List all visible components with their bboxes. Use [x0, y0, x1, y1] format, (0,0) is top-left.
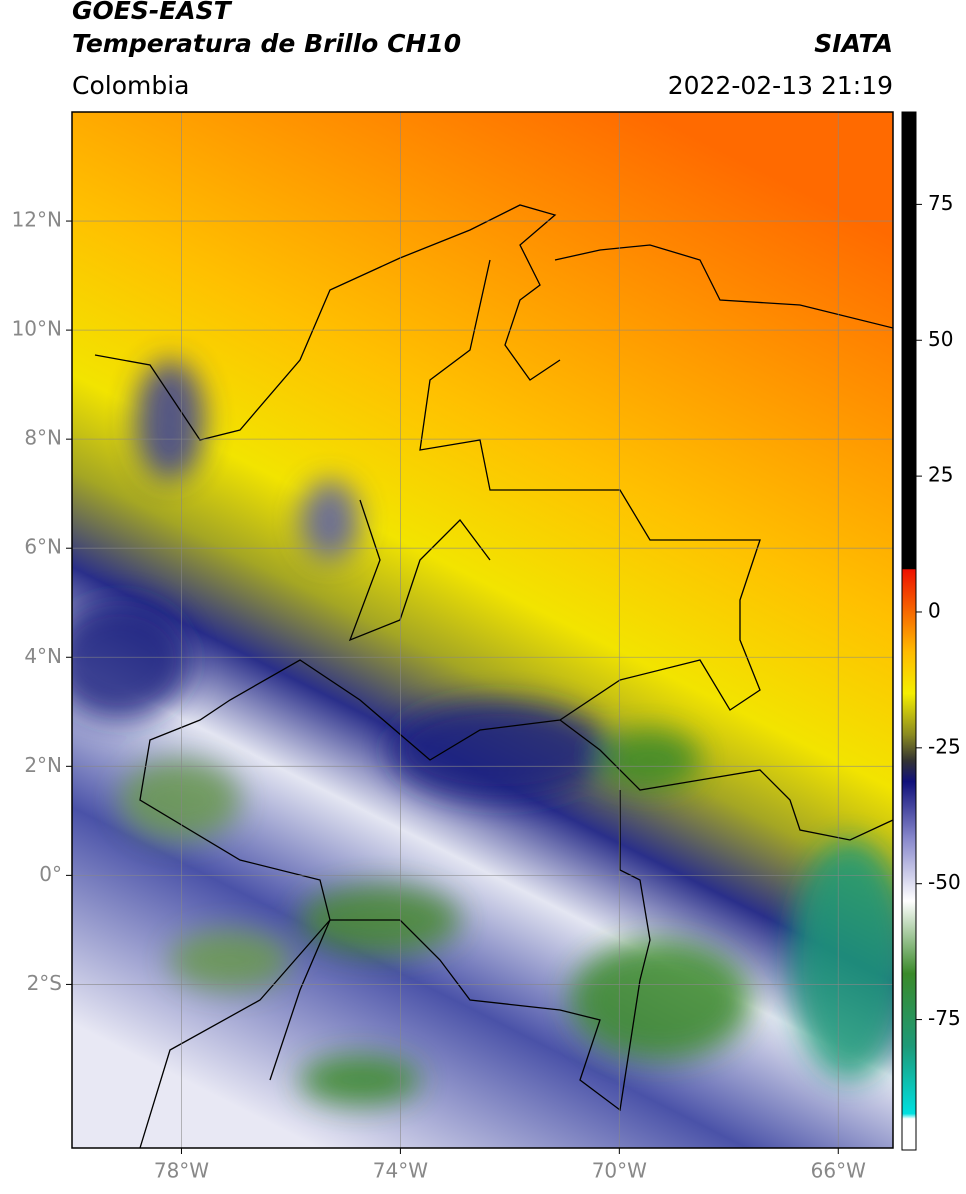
- colorbar-tick-label: 0: [928, 598, 941, 622]
- y-tick-label: 12°N: [12, 208, 62, 232]
- map-frame: [71, 111, 894, 1149]
- borders: [94, 204, 893, 1148]
- region: Colombia: [72, 71, 189, 100]
- y-tick-label: 10°N: [12, 317, 62, 341]
- source: SIATA: [814, 29, 893, 58]
- y-tick-label: 2°N: [24, 753, 62, 777]
- y-tick-label: 6°N: [24, 535, 62, 559]
- satellite-image: [72, 112, 893, 1148]
- colorbar-tick-label: 25: [928, 463, 953, 487]
- x-tick-label: 70°W: [592, 1159, 647, 1183]
- subtitle: Temperatura de Brillo CH10: [72, 29, 461, 58]
- x-tick-label: 78°W: [154, 1159, 209, 1183]
- colorbar-tick-label: 75: [928, 191, 953, 215]
- y-tick-label: 4°N: [24, 644, 62, 668]
- colorbar-tick-label: -25: [928, 734, 961, 758]
- datetime: 2022-02-13 21:19: [668, 71, 893, 100]
- title: GOES-EAST: [72, 0, 233, 25]
- y-tick-label: 8°N: [24, 426, 62, 450]
- x-tick-label: 66°W: [811, 1159, 866, 1183]
- colorbar: [901, 111, 917, 1151]
- y-tick-label: 2°S: [27, 971, 62, 995]
- colorbar-tick-label: -75: [928, 1006, 961, 1030]
- colorbar-tick-label: -50: [928, 870, 961, 894]
- y-tick-label: 0°: [39, 862, 62, 886]
- colorbar-tick-label: 50: [928, 327, 953, 351]
- x-tick-label: 74°W: [373, 1159, 428, 1183]
